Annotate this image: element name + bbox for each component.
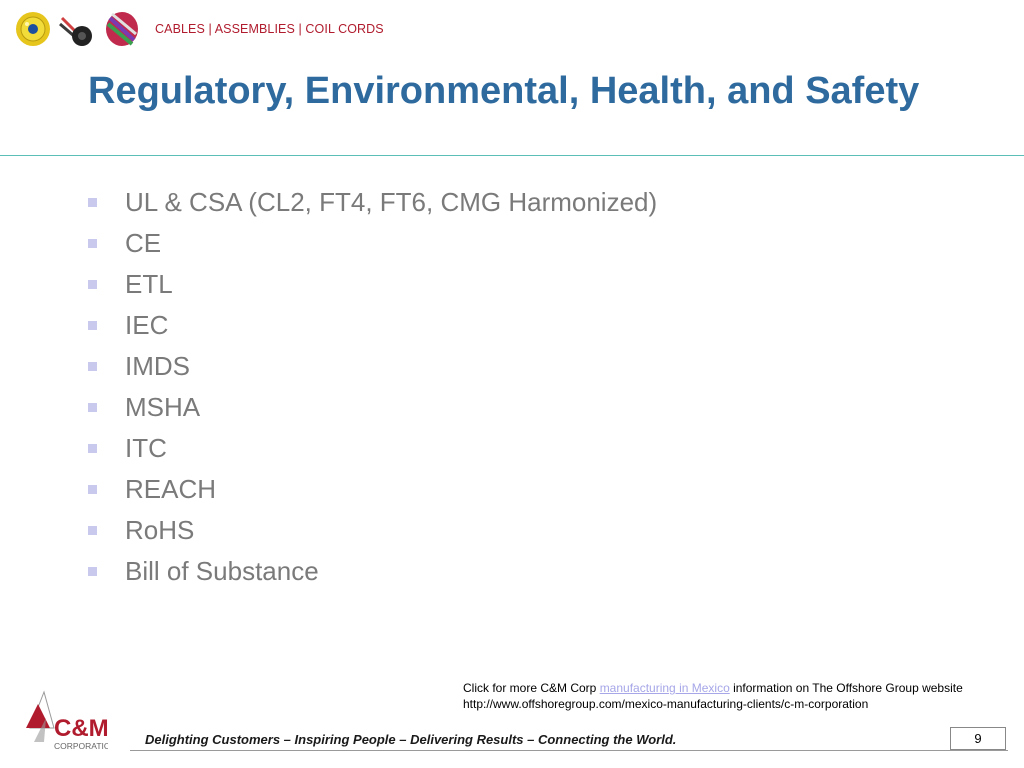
manufacturing-mexico-link[interactable]: manufacturing in Mexico <box>599 681 730 695</box>
list-item: UL & CSA (CL2, FT4, FT6, CMG Harmonized) <box>88 182 657 223</box>
bullet-square-icon <box>88 485 97 494</box>
bullet-square-icon <box>88 198 97 207</box>
bullet-square-icon <box>88 280 97 289</box>
bullet-text: ETL <box>125 269 173 299</box>
bullet-list: UL & CSA (CL2, FT4, FT6, CMG Harmonized)… <box>88 182 657 592</box>
bullet-text: RoHS <box>125 515 195 545</box>
bullet-text: Bill of Substance <box>125 556 319 586</box>
title-divider <box>0 155 1024 156</box>
list-item: MSHA <box>88 387 657 428</box>
list-item: Bill of Substance <box>88 551 657 592</box>
info-suffix: information on The Offshore Group websit… <box>729 681 963 695</box>
bullet-square-icon <box>88 567 97 576</box>
list-item: RoHS <box>88 510 657 551</box>
list-item: REACH <box>88 469 657 510</box>
cm-corporation-logo: C&M CORPORATION <box>24 690 117 759</box>
list-item: ITC <box>88 428 657 469</box>
page-number: 9 <box>950 727 1006 750</box>
bullet-text: ITC <box>125 433 167 463</box>
bullet-square-icon <box>88 403 97 412</box>
bullet-text: IMDS <box>125 351 190 381</box>
info-prefix: Click for more C&M Corp <box>463 681 600 695</box>
header-product-icons <box>16 10 144 48</box>
black-connector-icon <box>59 16 92 46</box>
info-url: http://www.offshoregroup.com/mexico-manu… <box>463 697 869 711</box>
header-tagline: CABLES | ASSEMBLIES | COIL CORDS <box>155 22 384 36</box>
list-item: CE <box>88 223 657 264</box>
bullet-square-icon <box>88 444 97 453</box>
footer-slogan: Delighting Customers – Inspiring People … <box>145 732 677 747</box>
list-item: ETL <box>88 264 657 305</box>
list-item: IEC <box>88 305 657 346</box>
offshore-info: Click for more C&M Corp manufacturing in… <box>463 680 963 712</box>
bullet-square-icon <box>88 526 97 535</box>
page-number-text: 9 <box>974 731 982 746</box>
logo-subtext: CORPORATION <box>54 741 108 751</box>
bullet-text: MSHA <box>125 392 201 422</box>
bullet-square-icon <box>88 321 97 330</box>
striped-cables-icon <box>106 12 138 46</box>
logo-text: C&M <box>54 715 108 742</box>
info-line: Click for more C&M Corp manufacturing in… <box>463 680 963 696</box>
bullet-text: IEC <box>125 310 169 340</box>
slide-title: Regulatory, Environmental, Health, and S… <box>88 70 920 112</box>
list-item: IMDS <box>88 346 657 387</box>
bullet-square-icon <box>88 362 97 371</box>
bullet-text: REACH <box>125 474 217 504</box>
bullet-square-icon <box>88 239 97 248</box>
yellow-cable-reel-icon <box>16 12 50 46</box>
footer-divider <box>130 750 1008 751</box>
bullet-text: UL & CSA (CL2, FT4, FT6, CMG Harmonized) <box>125 187 658 217</box>
bullet-text: CE <box>125 228 162 258</box>
